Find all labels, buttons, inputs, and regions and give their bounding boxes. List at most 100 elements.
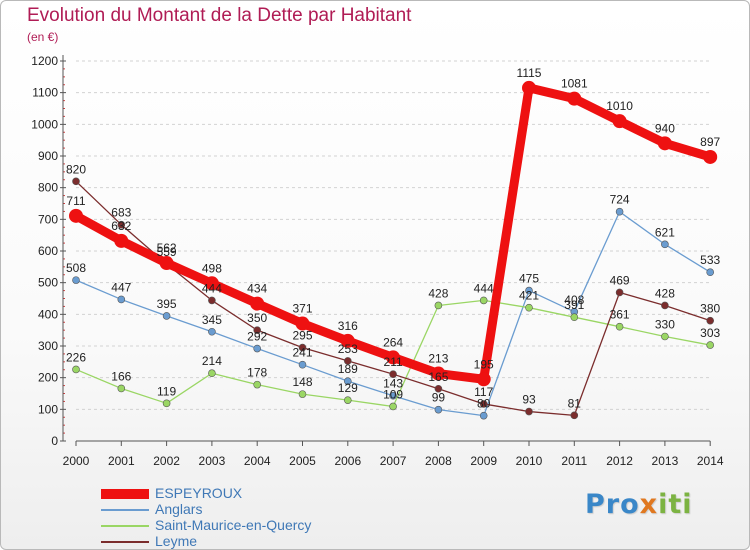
y-tick-label: 800 (38, 181, 58, 195)
data-point (250, 296, 265, 311)
data-point (703, 149, 718, 164)
data-point (114, 233, 129, 248)
data-point (72, 365, 80, 374)
legend-label: Saint-Maurice-en-Quercy (155, 517, 312, 533)
data-label: 316 (338, 319, 358, 333)
data-label: 724 (610, 193, 630, 207)
chart-title: Evolution du Montant de la Dette par Hab… (27, 5, 412, 26)
data-point (661, 240, 669, 249)
data-point (389, 391, 397, 400)
legend-swatch (101, 509, 149, 511)
logo-part: iti (658, 489, 693, 520)
y-tick-label: 1200 (31, 54, 58, 68)
x-tick-label: 2007 (380, 454, 407, 468)
data-label: 148 (292, 375, 312, 389)
data-point (298, 390, 307, 398)
data-point (72, 276, 80, 284)
data-point (657, 136, 672, 151)
y-tick-label: 1000 (31, 117, 58, 131)
data-label: 711 (66, 194, 85, 208)
x-tick-label: 2014 (697, 454, 724, 468)
data-label: 109 (383, 387, 403, 401)
data-point (72, 177, 80, 186)
data-label: 434 (247, 282, 267, 296)
y-tick-label: 1100 (32, 86, 58, 100)
data-label: 330 (655, 318, 675, 332)
data-label: 897 (700, 135, 720, 149)
y-tick-label: 600 (38, 244, 58, 258)
data-label: 165 (428, 370, 448, 384)
x-tick-label: 2006 (334, 454, 361, 468)
x-tick-label: 2008 (425, 454, 452, 468)
data-label: 428 (428, 286, 448, 300)
data-label: 498 (202, 261, 222, 275)
data-point (570, 411, 579, 420)
data-point (525, 303, 533, 312)
y-tick-label: 900 (38, 149, 58, 163)
data-label: 940 (655, 121, 675, 135)
x-tick-label: 2010 (516, 454, 543, 468)
x-tick-label: 2000 (63, 454, 90, 468)
data-point (386, 350, 401, 365)
legend-label: ESPEYROUX (155, 485, 243, 501)
data-label: 303 (700, 326, 720, 340)
data-point (615, 207, 624, 216)
data-point (476, 372, 491, 387)
x-tick-label: 2011 (561, 454, 587, 468)
y-tick-label: 500 (38, 276, 58, 290)
x-tick-label: 2004 (244, 454, 271, 468)
data-label: 213 (428, 352, 448, 366)
data-label: 143 (383, 377, 403, 391)
x-tick-label: 2013 (652, 454, 679, 468)
data-label: 444 (474, 281, 494, 295)
data-point (295, 316, 310, 331)
data-point (343, 357, 352, 365)
data-label: 345 (202, 313, 222, 327)
chart-legend: ESPEYROUX Anglars Saint-Maurice-en-Quercy L… (101, 485, 421, 549)
data-label: 166 (111, 369, 131, 383)
x-tick-label: 2002 (153, 454, 180, 468)
data-label: 195 (474, 357, 494, 371)
data-label: 391 (564, 298, 584, 312)
data-label: 533 (700, 253, 720, 267)
data-label: 632 (111, 219, 131, 233)
data-point (567, 91, 582, 106)
legend-item: Anglars (101, 501, 421, 518)
data-point (343, 377, 352, 385)
data-label: 421 (519, 289, 539, 303)
y-tick-label: 100 (38, 402, 58, 416)
x-tick-label: 2003 (199, 454, 226, 468)
legend-item: ESPEYROUX (101, 485, 421, 502)
data-point (117, 384, 126, 393)
logo-part: Pro (585, 489, 640, 520)
legend-item: Saint-Maurice-en-Quercy (101, 517, 421, 534)
data-point (479, 400, 488, 408)
data-point (253, 326, 262, 334)
data-point (69, 208, 83, 223)
data-point (204, 276, 219, 291)
legend-label: Anglars (155, 501, 203, 517)
legend-swatch (101, 525, 149, 527)
data-label: 395 (157, 297, 177, 311)
data-label: 129 (338, 381, 358, 395)
data-point (661, 301, 669, 310)
data-label: 226 (66, 350, 86, 364)
data-point (706, 341, 715, 349)
data-point (615, 288, 624, 297)
data-point (117, 295, 126, 304)
data-label: 683 (111, 206, 131, 220)
data-point (253, 380, 262, 389)
data-point (706, 316, 715, 325)
data-label: 444 (202, 281, 222, 295)
data-label: 119 (157, 384, 176, 398)
data-label: 350 (247, 311, 267, 325)
data-point (479, 411, 488, 420)
data-label: 1010 (606, 99, 633, 113)
x-tick-label: 2005 (289, 454, 316, 468)
data-point (479, 296, 488, 305)
data-point (661, 332, 669, 341)
data-point (434, 405, 443, 414)
data-point (431, 366, 446, 381)
data-label: 559 (157, 245, 177, 259)
